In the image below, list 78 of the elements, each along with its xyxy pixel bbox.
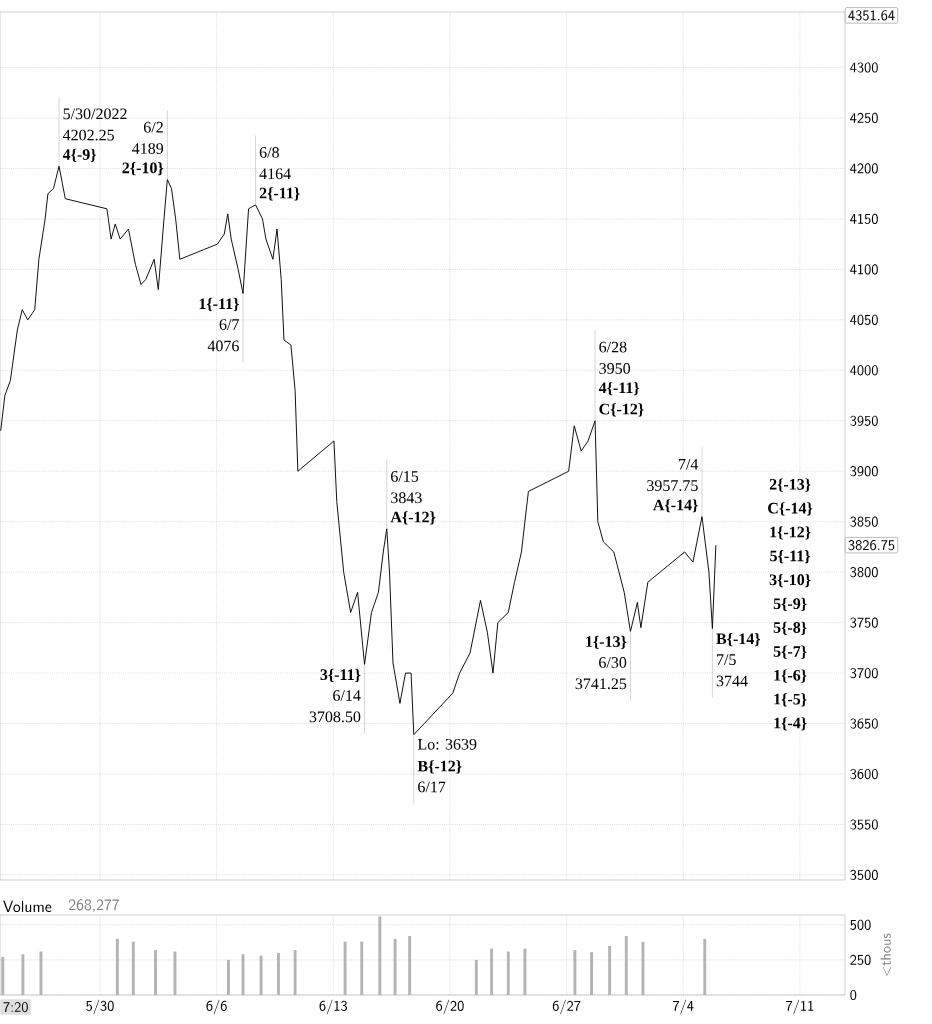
annotation: 6/28 <box>599 341 627 353</box>
annotation: B{-14} <box>716 632 761 647</box>
annotation: 1{-6} <box>774 669 807 683</box>
annotation: 5{-7} <box>773 645 807 659</box>
annotation: 2{-10} <box>122 162 164 176</box>
chart-subtitle: 268,277 <box>68 899 120 913</box>
y-tick-label: 3900 <box>850 466 878 477</box>
y-tick-label: 4000 <box>850 365 878 376</box>
y-tick-label: 3600 <box>850 768 878 780</box>
annotation: 6/8 <box>259 147 279 158</box>
annotation: A{-12} <box>390 511 436 525</box>
annotation: Lo: 3639 <box>417 738 477 750</box>
annotation: 6/14 <box>333 690 361 701</box>
annotation: 6/17 <box>418 781 446 793</box>
annotation: 4202.25 <box>62 129 114 141</box>
annotation: 3843 <box>391 492 422 504</box>
annotation: 6/7 <box>219 319 239 330</box>
annotation: 1{-12} <box>770 526 811 540</box>
annotation: 3708.50 <box>309 711 361 723</box>
annotation: 7/5 <box>717 654 736 665</box>
y-tick-label: 4150 <box>850 213 878 225</box>
annotation: 2{-13} <box>769 478 811 492</box>
y-tick-label: 3950 <box>850 415 878 426</box>
x-tick-label: 5/30 <box>86 999 114 1015</box>
annotation: 1{-13} <box>586 635 627 649</box>
annotation: A{-14} <box>653 499 698 513</box>
annotation: 3957.75 <box>647 480 698 492</box>
annotation: 3950 <box>599 363 631 374</box>
y-tick-label: 3700 <box>850 667 878 679</box>
x-tick-label: 7/4 <box>673 999 694 1015</box>
x-tick-label: 6/6 <box>206 999 227 1015</box>
y-tick-label: 3650 <box>850 718 878 729</box>
y-axis-title: <thous <box>880 933 892 976</box>
annotation: 6/2 <box>143 121 163 133</box>
annotation: 5/30/2022 <box>63 108 127 120</box>
annotation: 1{-5} <box>774 693 807 707</box>
annotation: C{-14} <box>768 502 813 516</box>
annotation: 6/30 <box>599 657 627 668</box>
y-tick-label: 4100 <box>850 264 878 275</box>
y-tick-label: 0 <box>850 989 857 1001</box>
y-tick-label: 500 <box>850 919 871 930</box>
y-tick-label: 3500 <box>850 869 878 881</box>
y-tick-label: 4250 <box>850 112 878 124</box>
annotation: 4{-11} <box>598 381 640 396</box>
x-tick-label: 7/11 <box>786 999 814 1015</box>
annotation: 5{-11} <box>770 550 811 564</box>
chart-title: Volume <box>3 900 52 913</box>
annotation: 1{-4} <box>774 717 807 731</box>
x-tick-label: 6/20 <box>436 999 464 1015</box>
y-tick-label: 3800 <box>850 567 878 578</box>
x-tick-label: 6/13 <box>319 999 348 1015</box>
y-tick-label: 3550 <box>850 819 878 830</box>
y-tick-label: 4351.64 <box>848 10 895 21</box>
text: 7:20 <box>3 1001 28 1013</box>
annotation: 4189 <box>132 143 164 154</box>
x-tick-label: 6/27 <box>552 999 581 1015</box>
y-tick-label: 4300 <box>850 62 878 73</box>
annotation: C{-12} <box>599 403 644 417</box>
annotation: B{-12} <box>417 760 462 774</box>
annotation: 4164 <box>259 168 291 180</box>
annotation: 4{-9} <box>62 148 97 162</box>
annotation: 5{-9} <box>773 597 807 612</box>
annotation: 3{-11} <box>320 668 361 683</box>
annotation: 7/4 <box>678 459 699 470</box>
annotation: 2{-11} <box>259 187 300 201</box>
annotation: 3744 <box>716 675 748 687</box>
y-tick-label: 4050 <box>850 314 878 325</box>
y-tick-label: 4200 <box>850 163 878 174</box>
annotation: 3741.25 <box>575 678 627 690</box>
y-tick-label: 3826.75 <box>848 540 895 551</box>
y-tick-label: 250 <box>850 954 871 966</box>
annotation: 1{-11} <box>199 297 239 312</box>
annotation: 5{-8} <box>773 621 807 635</box>
annotation: 4076 <box>207 340 239 352</box>
annotation: 6/15 <box>391 471 419 482</box>
y-tick-label: 3750 <box>850 617 878 628</box>
annotation: 3{-10} <box>769 573 811 588</box>
y-tick-label: 3850 <box>850 516 878 527</box>
